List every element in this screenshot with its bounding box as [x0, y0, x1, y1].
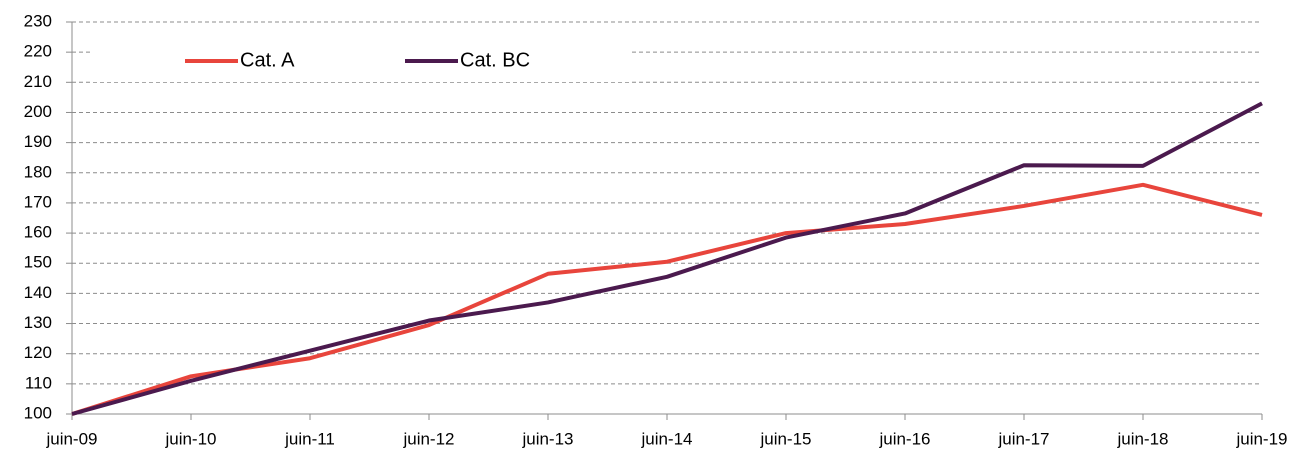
x-tick-label: juin-11	[284, 429, 335, 448]
y-tick-label: 140	[24, 283, 52, 302]
x-tick-label: juin-17	[997, 429, 1049, 448]
y-tick-label: 210	[24, 72, 52, 91]
y-tick-label: 230	[24, 11, 52, 30]
x-tick-label: juin-12	[402, 429, 454, 448]
y-tick-label: 170	[24, 192, 52, 211]
x-tick-label: juin-13	[521, 429, 573, 448]
y-tick-label: 200	[24, 102, 52, 121]
y-tick-label: 190	[24, 132, 52, 151]
x-tick-label: juin-10	[164, 429, 216, 448]
y-tick-label: 130	[24, 313, 52, 332]
legend-label: Cat. A	[240, 49, 295, 71]
x-tick-label: juin-14	[640, 429, 692, 448]
y-tick-label: 110	[25, 373, 52, 392]
y-tick-label: 160	[24, 223, 52, 242]
y-tick-label: 180	[24, 162, 52, 181]
x-tick-label: juin-16	[878, 429, 930, 448]
x-tick-label: juin-18	[1116, 429, 1168, 448]
y-tick-label: 120	[24, 343, 52, 362]
series-line	[71, 101, 1263, 416]
x-tick-label: juin-15	[759, 429, 811, 448]
x-tick-label: juin-19	[1235, 429, 1287, 448]
y-tick-label: 100	[24, 403, 52, 422]
legend-box	[92, 38, 630, 82]
x-tick-label: juin-09	[45, 429, 97, 448]
series-line	[71, 182, 1263, 416]
y-tick-label: 150	[24, 253, 52, 272]
legend-label: Cat. BC	[460, 49, 530, 71]
y-tick-label: 220	[24, 42, 52, 61]
